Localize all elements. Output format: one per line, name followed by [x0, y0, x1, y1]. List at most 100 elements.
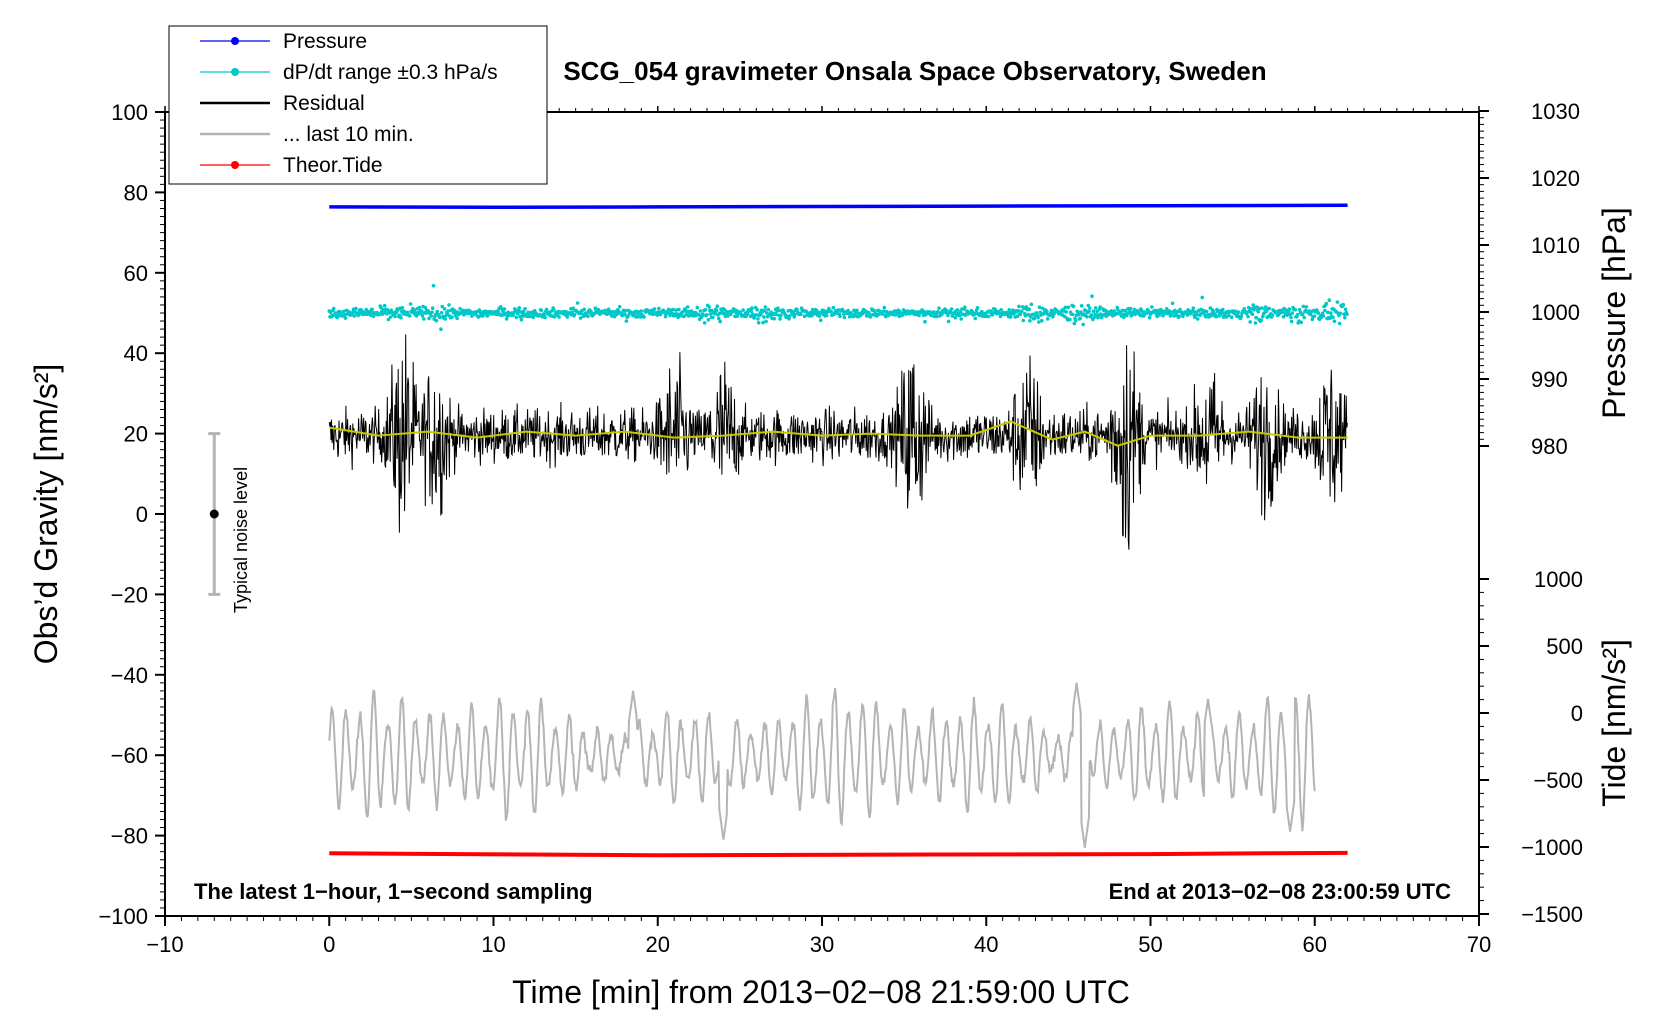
dpdt-point — [596, 307, 601, 312]
dpdt-point — [677, 307, 681, 312]
dpdt-point — [331, 306, 336, 311]
noise-level-bar — [208, 432, 221, 596]
dpdt-point — [1309, 312, 1313, 317]
dpdt-point — [1345, 312, 1349, 317]
dpdt-point — [481, 313, 485, 318]
dpdt-point — [412, 308, 417, 312]
dpdt-point — [435, 309, 440, 314]
x-tick-label: 10 — [481, 932, 505, 957]
dpdt-point — [1246, 305, 1251, 310]
dpdt-point — [642, 315, 646, 319]
dpdt-point — [354, 306, 358, 311]
x-tick-label: 0 — [323, 932, 335, 957]
smoothed-residual-line — [329, 420, 1348, 447]
tide-tick-label: −1000 — [1521, 835, 1583, 860]
dpdt-point — [1078, 316, 1082, 321]
dpdt-point — [1327, 298, 1332, 303]
y-axis-title-left: Obs’d Gravity [nm/s²] — [28, 364, 64, 665]
dpdt-point — [328, 310, 333, 315]
dpdt-point — [1045, 317, 1050, 321]
dpdt-point — [399, 315, 403, 320]
dpdt-point — [872, 308, 876, 313]
dpdt-point — [624, 319, 629, 323]
dpdt-point — [702, 321, 707, 325]
dpdt-point — [606, 307, 611, 312]
dpdt-point — [944, 308, 949, 313]
dpdt-point — [1185, 313, 1190, 317]
dpdt-point — [617, 304, 622, 309]
dpdt-point — [623, 308, 628, 313]
x-axis-ticks: −10 0 10 20 30 40 50 60 70 — [146, 106, 1491, 957]
dpdt-point — [1331, 315, 1335, 320]
dpdt-point — [442, 307, 447, 311]
dpdt-point — [343, 316, 348, 320]
dpdt-point — [1007, 308, 1011, 312]
dpdt-point — [1020, 309, 1024, 314]
dpdt-point — [447, 303, 451, 307]
dpdt-point — [725, 314, 730, 318]
pressure-tick-label: 1010 — [1531, 233, 1580, 258]
dpdt-point — [1299, 320, 1303, 325]
dpdt-point — [1233, 309, 1238, 314]
dpdt-point — [1081, 322, 1085, 327]
dpdt-point — [517, 306, 521, 310]
dpdt-point — [787, 314, 792, 318]
legend-label: Residual — [283, 92, 365, 115]
dpdt-point — [973, 316, 977, 321]
legend: Pressure dP/dt range ±0.3 hPa/s Residual..… — [168, 25, 548, 185]
dpdt-point — [439, 327, 443, 332]
dpdt-point — [711, 315, 715, 320]
dpdt-point — [571, 306, 575, 311]
dpdt-point — [963, 305, 967, 310]
dpdt-point — [864, 309, 868, 314]
dpdt-point — [1016, 308, 1020, 313]
dpdt-point — [1063, 305, 1068, 310]
dpdt-point — [810, 314, 814, 318]
dpdt-point — [708, 312, 713, 316]
dpdt-point — [393, 314, 397, 319]
dpdt-point — [750, 306, 754, 310]
dpdt-point — [763, 305, 768, 309]
dpdt-point — [685, 305, 690, 309]
plot-frame — [164, 111, 1480, 917]
dpdt-point — [575, 301, 580, 305]
dpdt-point — [838, 314, 842, 319]
dpdt-point — [1246, 314, 1250, 319]
legend-label: Theor.Tide — [283, 154, 383, 177]
dpdt-point — [1341, 302, 1346, 307]
dpdt-point — [1255, 305, 1259, 309]
dpdt-point — [674, 308, 678, 312]
dpdt-point — [417, 305, 422, 310]
dpdt-point — [1304, 305, 1309, 309]
dpdt-point — [1236, 310, 1241, 314]
y-tick-label: 80 — [124, 180, 148, 205]
dpdt-point — [343, 312, 347, 317]
dpdt-point — [538, 312, 542, 317]
dpdt-point — [762, 315, 766, 319]
dpdt-point — [1270, 313, 1275, 318]
dpdt-point — [380, 312, 385, 316]
dpdt-point — [1011, 308, 1015, 313]
dpdt-point — [1037, 320, 1041, 324]
dpdt-point — [755, 307, 759, 312]
dpdt-point — [439, 310, 444, 315]
dpdt-point — [1320, 311, 1325, 316]
y-tick-label: −60 — [111, 743, 148, 768]
dpdt-point — [515, 311, 520, 316]
dpdt-point — [778, 317, 782, 321]
dpdt-point — [1335, 300, 1340, 304]
dpdt-point — [715, 304, 720, 309]
x-tick-label: 40 — [974, 932, 998, 957]
dpdt-point — [1248, 320, 1252, 324]
dpdt-point — [377, 312, 382, 317]
x-axis-title: Time [min] from 2013−02−08 21:59:00 UTC — [512, 974, 1130, 1010]
dpdt-point — [754, 313, 759, 317]
dpdt-point — [476, 315, 481, 319]
dpdt-point — [1177, 314, 1181, 319]
dpdt-point — [1229, 315, 1234, 320]
dpdt-point — [1071, 312, 1075, 317]
dpdt-point — [1297, 307, 1302, 312]
dpdt-point — [1050, 309, 1054, 313]
dpdt-point — [1150, 305, 1154, 309]
